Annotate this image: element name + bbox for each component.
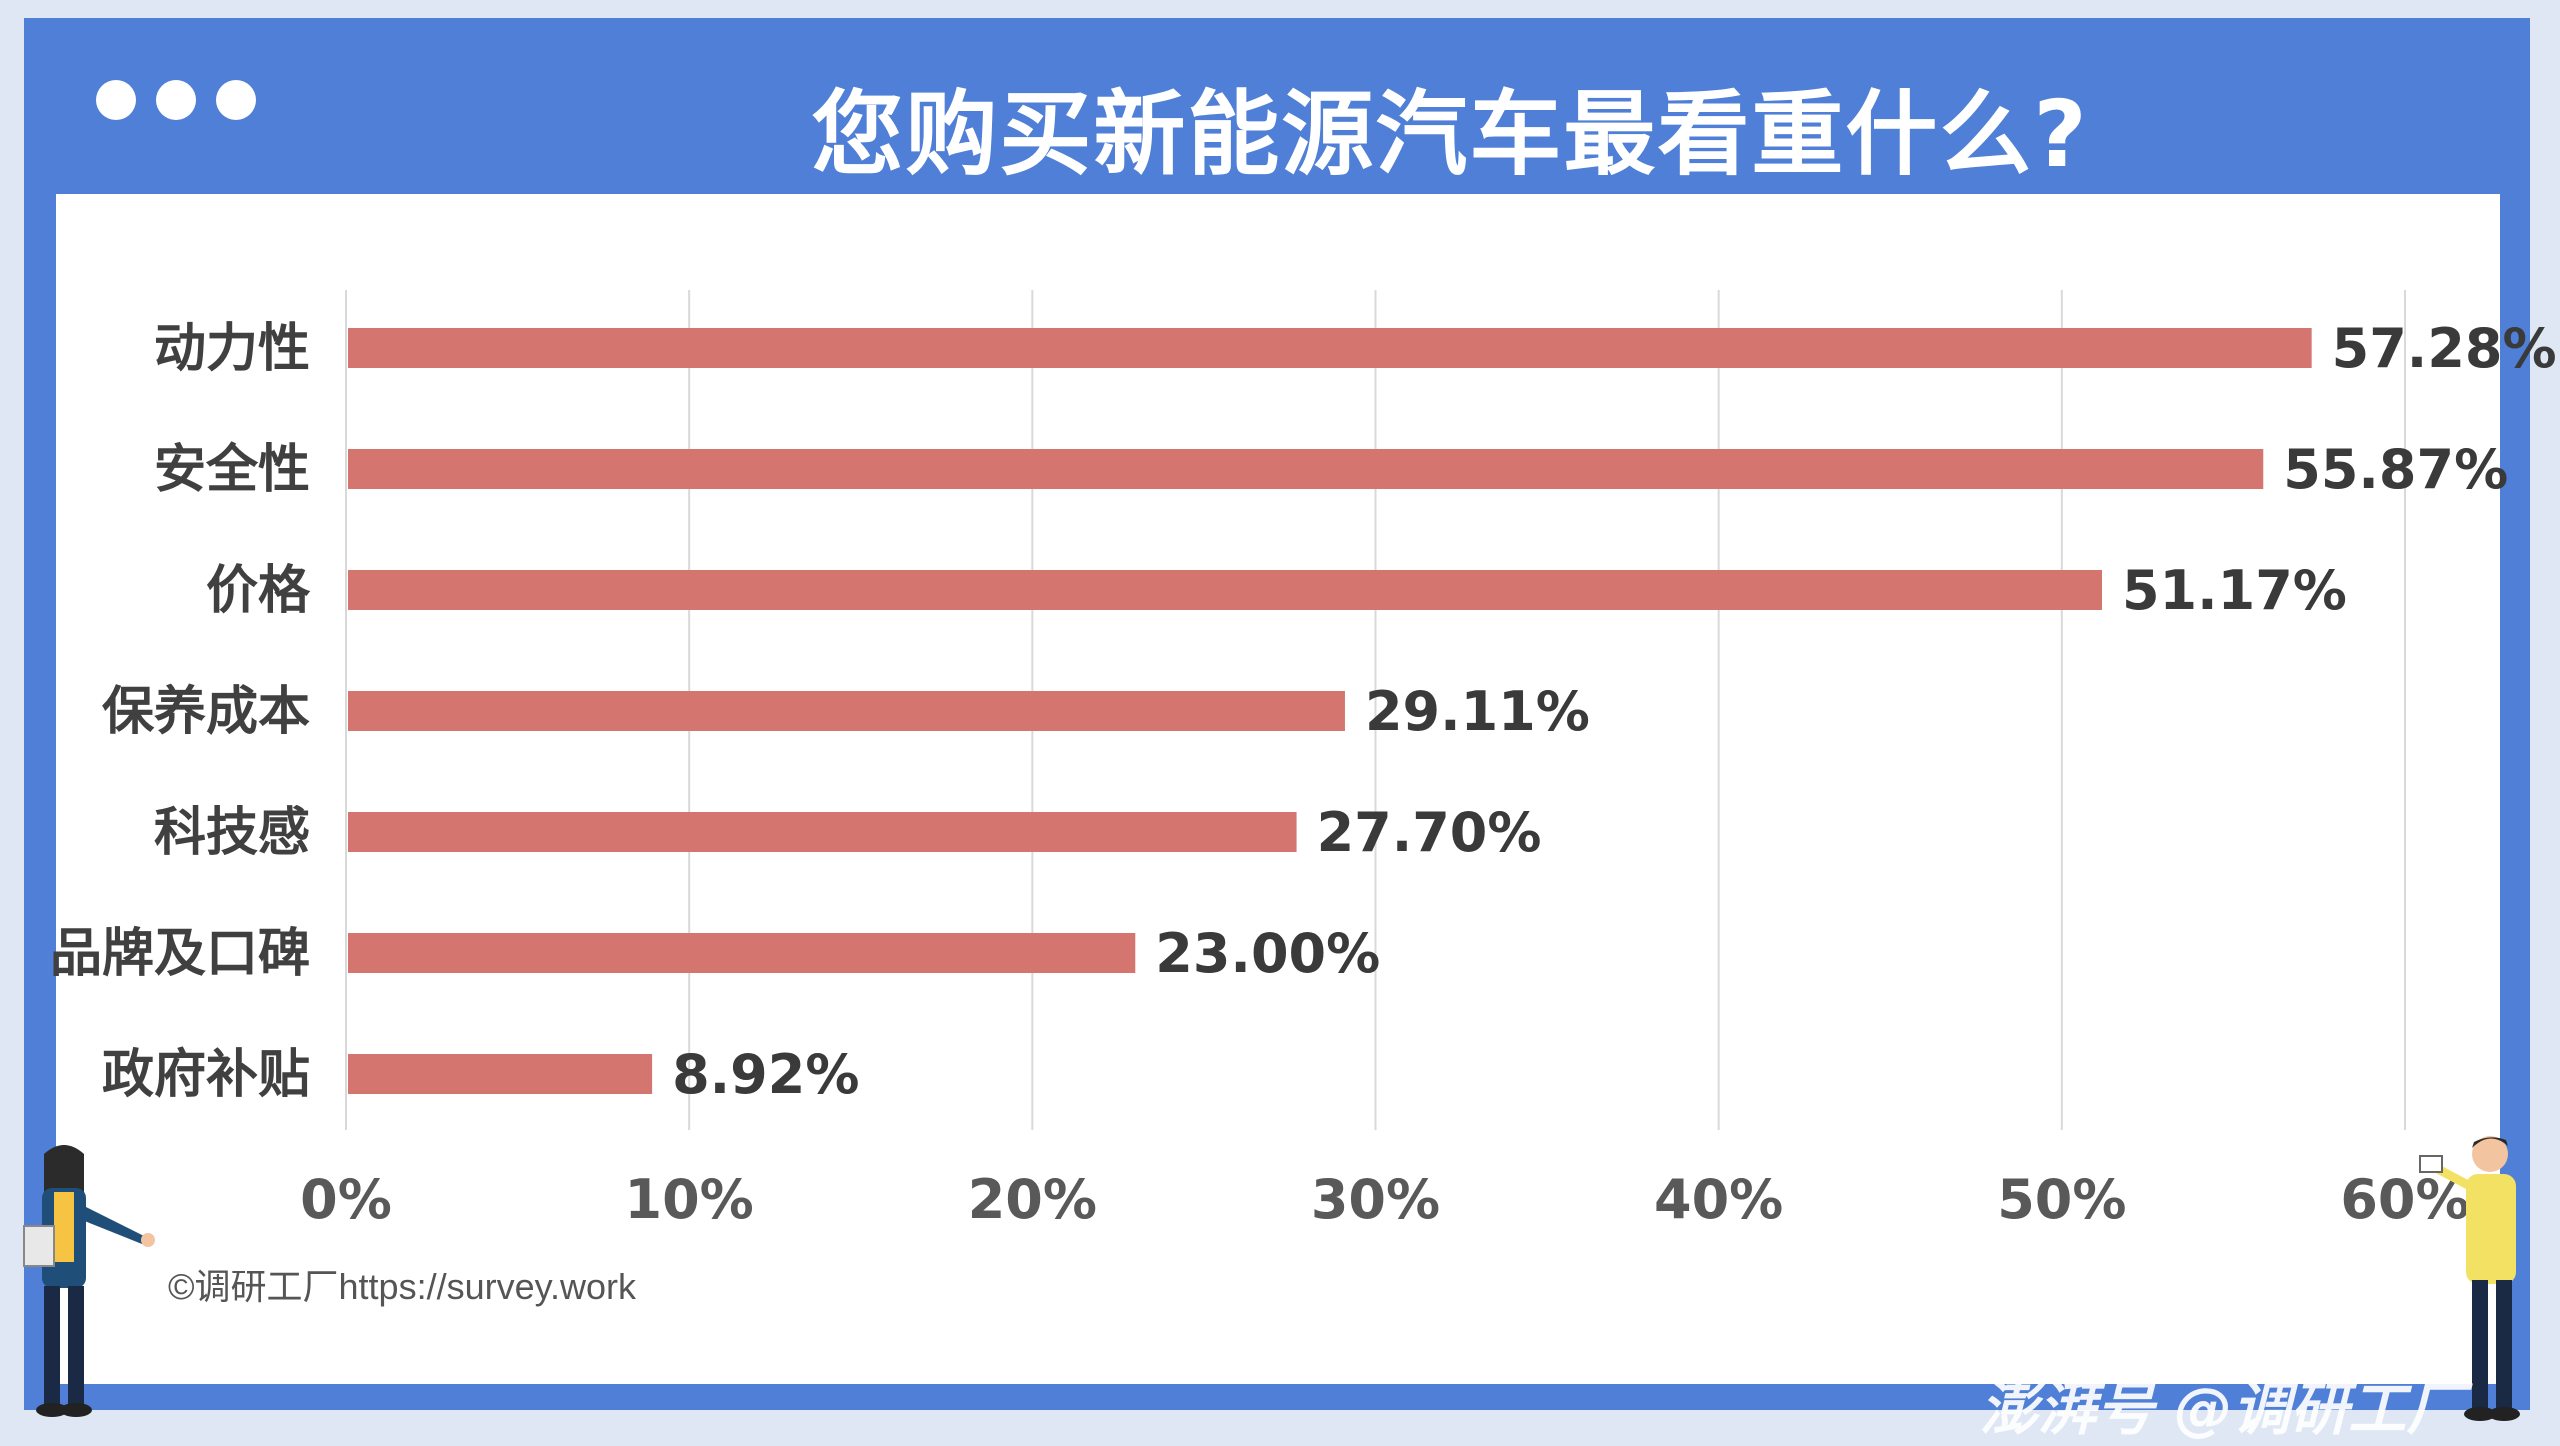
category-label-2: 价格 (206, 561, 311, 621)
dot-icon (96, 80, 136, 120)
value-label-6: 8.92% (672, 1043, 859, 1106)
woman-illustration-icon (23, 1145, 155, 1417)
slide-frame (24, 18, 2530, 1410)
bar-6 (348, 1054, 653, 1094)
category-label-0: 动力性 (154, 319, 310, 379)
value-label-3: 29.11% (1365, 680, 1590, 743)
watermark: 澎湃号 @调研工厂 (1980, 1375, 2465, 1443)
x-tick-label-5: 50% (1997, 1168, 2126, 1231)
bar-0 (348, 328, 2312, 368)
category-label-6: 政府补贴 (102, 1045, 310, 1105)
x-tick-label-2: 20% (968, 1168, 1097, 1231)
category-label-3: 保养成本 (102, 682, 310, 742)
window-dots (96, 80, 256, 120)
header-bar (56, 40, 2500, 194)
value-label-0: 57.28% (2332, 317, 2557, 380)
bar-5 (348, 933, 1136, 973)
x-tick-label-0: 0% (300, 1168, 392, 1231)
source-credit: ©调研工厂https://survey.work (168, 1266, 636, 1307)
value-label-1: 55.87% (2283, 438, 2508, 501)
value-label-4: 27.70% (1317, 801, 1542, 864)
bar-4 (348, 812, 1297, 852)
bar-2 (348, 570, 2102, 610)
bar-3 (348, 691, 1345, 731)
man-illustration-icon (2419, 1136, 2520, 1421)
chart-title: 您购买新能源汽车最看重什么? (811, 81, 2089, 188)
dot-icon (156, 80, 196, 120)
chart-panel (56, 194, 2500, 1384)
value-label-5: 23.00% (1155, 922, 1380, 985)
bar-1 (348, 449, 2264, 489)
value-label-2: 51.17% (2122, 559, 2347, 622)
category-label-4: 科技感 (154, 803, 310, 863)
x-tick-label-4: 40% (1654, 1168, 1783, 1231)
category-label-1: 安全性 (154, 440, 310, 500)
x-tick-label-1: 10% (625, 1168, 754, 1231)
x-tick-label-3: 30% (1311, 1168, 1440, 1231)
dot-icon (216, 80, 256, 120)
category-label-5: 品牌及口碑 (50, 924, 310, 984)
